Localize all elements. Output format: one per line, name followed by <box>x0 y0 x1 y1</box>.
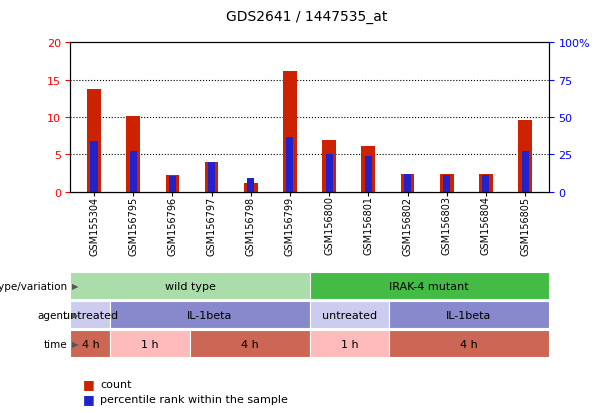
Bar <box>126 117 140 192</box>
Bar <box>110 301 310 328</box>
Bar <box>389 301 549 328</box>
Bar <box>169 176 176 192</box>
Text: GDS2641 / 1447535_at: GDS2641 / 1447535_at <box>226 10 387 24</box>
Bar <box>247 179 254 192</box>
Bar <box>87 90 101 192</box>
Text: agent: agent <box>37 310 67 320</box>
Text: GSM156795: GSM156795 <box>128 196 138 255</box>
Bar <box>91 142 97 192</box>
Text: GSM156801: GSM156801 <box>364 196 373 255</box>
Text: ■: ■ <box>83 392 94 405</box>
Text: GSM156805: GSM156805 <box>520 196 530 255</box>
Text: GSM156802: GSM156802 <box>403 196 413 255</box>
Text: genotype/variation: genotype/variation <box>0 281 67 291</box>
Text: GSM156804: GSM156804 <box>481 196 491 255</box>
Text: ■: ■ <box>83 377 94 391</box>
Bar <box>404 175 411 192</box>
Text: 4 h: 4 h <box>241 339 259 349</box>
Bar <box>443 176 451 192</box>
Text: ▶: ▶ <box>72 311 78 319</box>
Bar <box>110 330 190 357</box>
Bar <box>322 141 336 192</box>
Text: GSM156797: GSM156797 <box>207 196 216 255</box>
Text: GSM156798: GSM156798 <box>246 196 256 255</box>
Text: ▶: ▶ <box>72 339 78 348</box>
Bar <box>286 138 294 192</box>
Text: wild type: wild type <box>165 281 215 291</box>
Text: IL-1beta: IL-1beta <box>446 310 492 320</box>
Bar <box>518 121 532 192</box>
Text: percentile rank within the sample: percentile rank within the sample <box>100 394 287 404</box>
Text: 1 h: 1 h <box>341 339 358 349</box>
Bar <box>362 147 375 192</box>
Text: untreated: untreated <box>63 310 118 320</box>
Text: count: count <box>100 379 131 389</box>
Text: GSM156800: GSM156800 <box>324 196 334 255</box>
Bar <box>365 157 372 192</box>
Text: time: time <box>44 339 67 349</box>
Text: GSM156803: GSM156803 <box>442 196 452 255</box>
Bar <box>208 162 215 192</box>
Bar <box>205 162 218 192</box>
Bar <box>190 330 310 357</box>
Bar <box>310 301 389 328</box>
Bar <box>70 330 110 357</box>
Bar <box>70 301 110 328</box>
Bar <box>283 71 297 192</box>
Bar <box>326 155 333 192</box>
Text: ▶: ▶ <box>72 282 78 290</box>
Bar <box>310 273 549 299</box>
Text: 4 h: 4 h <box>82 339 99 349</box>
Bar <box>389 330 549 357</box>
Bar <box>401 174 414 192</box>
Bar <box>479 175 493 192</box>
Text: untreated: untreated <box>322 310 377 320</box>
Bar <box>166 176 179 192</box>
Bar <box>244 183 257 192</box>
Text: IL-1beta: IL-1beta <box>187 310 233 320</box>
Text: GSM156799: GSM156799 <box>285 196 295 255</box>
Bar <box>310 330 389 357</box>
Bar <box>70 273 310 299</box>
Bar <box>130 152 137 192</box>
Text: IRAK-4 mutant: IRAK-4 mutant <box>389 281 469 291</box>
Bar <box>482 176 489 192</box>
Text: GSM156796: GSM156796 <box>167 196 177 255</box>
Bar <box>522 152 528 192</box>
Text: GSM155304: GSM155304 <box>89 196 99 255</box>
Text: 1 h: 1 h <box>142 339 159 349</box>
Bar <box>440 175 454 192</box>
Text: 4 h: 4 h <box>460 339 478 349</box>
